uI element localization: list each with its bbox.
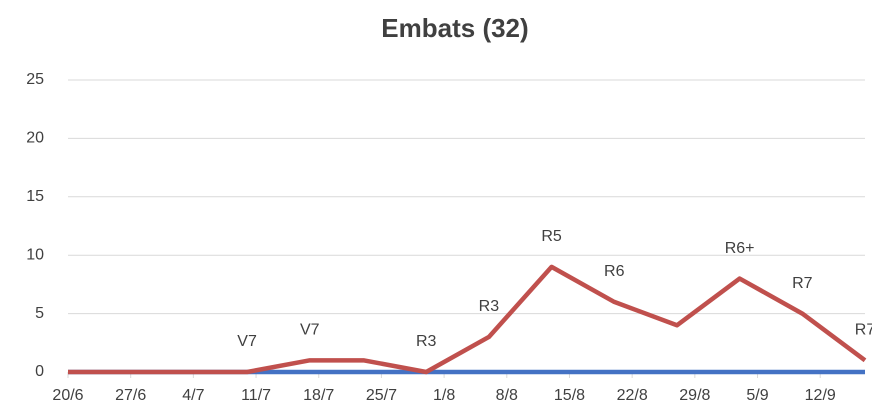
- chart-title: Embats (32): [381, 13, 528, 43]
- point-label: R3: [479, 298, 500, 315]
- x-tick-label: 27/6: [115, 387, 146, 404]
- point-label: R7: [792, 275, 813, 292]
- y-tick-label: 10: [26, 246, 44, 263]
- line: [68, 264, 867, 375]
- x-tick-label: 29/8: [679, 387, 710, 404]
- point-label: R7: [855, 322, 872, 339]
- x-tick-label: 15/8: [554, 387, 585, 404]
- point-label: R3: [416, 333, 437, 350]
- y-tick-label: 20: [26, 130, 44, 147]
- y-tick-label: 0: [35, 363, 44, 380]
- x-tick-label: 25/7: [366, 387, 397, 404]
- point-label: R6: [604, 263, 625, 280]
- x-tick-label: 4/7: [182, 387, 204, 404]
- x-tick-label: 11/7: [241, 387, 271, 404]
- y-tick-label: 5: [35, 305, 44, 322]
- point-label: R5: [541, 228, 562, 245]
- x-tick-label: 22/8: [617, 387, 648, 404]
- y-tick-label: 15: [26, 188, 44, 205]
- x-tick-label: 8/8: [496, 387, 518, 404]
- y-tick-label: 25: [26, 71, 44, 88]
- x-tick-label: 18/7: [303, 387, 334, 404]
- x-tick-label: 1/8: [433, 387, 455, 404]
- point-label: V7: [300, 322, 320, 339]
- x-tick-label: 5/9: [746, 387, 768, 404]
- point-label: V7: [237, 333, 257, 350]
- x-tick-label: 20/6: [52, 387, 83, 404]
- point-label: R6+: [725, 240, 755, 257]
- x-tick-label: 12/9: [805, 387, 836, 404]
